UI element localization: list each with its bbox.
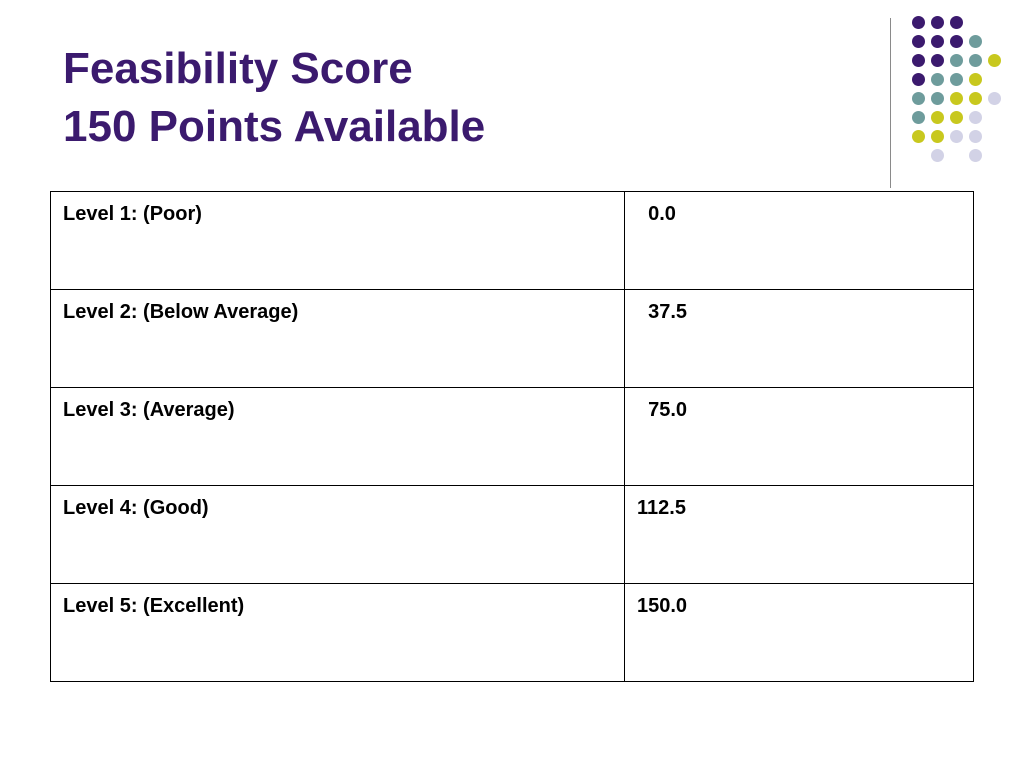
dot-icon bbox=[931, 16, 944, 29]
dot-icon bbox=[931, 92, 944, 105]
table-row: Level 2: (Below Average) 37.5 bbox=[50, 289, 974, 388]
level-score: 112.5 bbox=[624, 485, 974, 584]
dot-icon bbox=[912, 130, 925, 143]
table-row: Level 1: (Poor) 0.0 bbox=[50, 191, 974, 290]
dot-icon bbox=[950, 73, 963, 86]
dot-icon bbox=[912, 35, 925, 48]
dot-icon bbox=[931, 130, 944, 143]
table-row: Level 4: (Good) 112.5 bbox=[50, 485, 974, 584]
dot-icon bbox=[950, 16, 963, 29]
dot-icon bbox=[969, 149, 982, 162]
level-label: Level 3: (Average) bbox=[50, 387, 625, 486]
slide-title-line-1: Feasibility Score bbox=[63, 44, 413, 93]
dot-icon bbox=[912, 111, 925, 124]
dot-icon bbox=[950, 54, 963, 67]
dot-icon bbox=[931, 35, 944, 48]
dot-icon bbox=[969, 73, 982, 86]
title-divider bbox=[890, 18, 891, 188]
dot-icon bbox=[969, 130, 982, 143]
dot-icon bbox=[969, 111, 982, 124]
dot-icon bbox=[988, 54, 1001, 67]
dot-icon bbox=[988, 92, 1001, 105]
table-row: Level 3: (Average) 75.0 bbox=[50, 387, 974, 486]
dot-icon bbox=[912, 92, 925, 105]
dot-icon bbox=[950, 35, 963, 48]
dot-icon bbox=[950, 130, 963, 143]
dot-icon bbox=[931, 73, 944, 86]
slide-title: Feasibility Score 150 Points Available bbox=[63, 40, 485, 156]
level-label: Level 1: (Poor) bbox=[50, 191, 625, 290]
dot-icon bbox=[931, 54, 944, 67]
dot-icon bbox=[931, 149, 944, 162]
level-label: Level 2: (Below Average) bbox=[50, 289, 625, 388]
dot-icon bbox=[912, 16, 925, 29]
dot-icon bbox=[969, 92, 982, 105]
dot-icon bbox=[969, 35, 982, 48]
dot-icon bbox=[969, 54, 982, 67]
level-label: Level 5: (Excellent) bbox=[50, 583, 625, 682]
dot-icon bbox=[931, 111, 944, 124]
dot-icon bbox=[912, 73, 925, 86]
table-row: Level 5: (Excellent) 150.0 bbox=[50, 583, 974, 682]
level-score: 150.0 bbox=[624, 583, 974, 682]
dot-icon bbox=[950, 92, 963, 105]
score-table: Level 1: (Poor) 0.0 Level 2: (Below Aver… bbox=[50, 191, 974, 682]
level-label: Level 4: (Good) bbox=[50, 485, 625, 584]
level-score: 75.0 bbox=[624, 387, 974, 486]
level-score: 0.0 bbox=[624, 191, 974, 290]
level-score: 37.5 bbox=[624, 289, 974, 388]
dot-icon bbox=[950, 111, 963, 124]
dot-icon bbox=[912, 54, 925, 67]
slide-title-line-2: 150 Points Available bbox=[63, 102, 486, 151]
